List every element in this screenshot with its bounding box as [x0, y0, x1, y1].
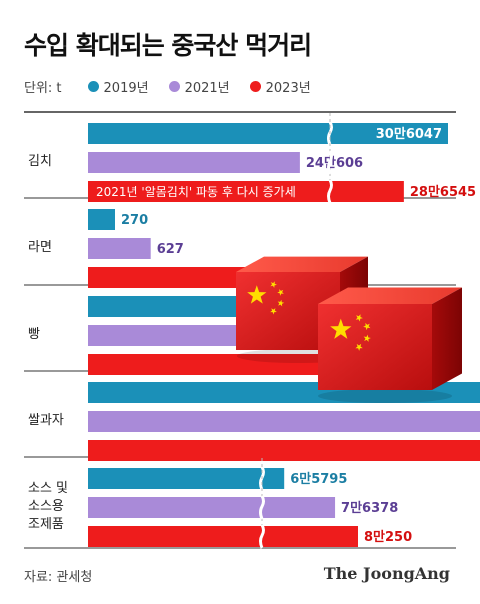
flag-star [277, 289, 284, 296]
page-title: 수입 확대되는 중국산 먹거리 [24, 31, 312, 60]
bar [88, 296, 244, 317]
cube-front [318, 304, 432, 390]
cube-shadow [317, 389, 453, 403]
category-label-line: 빵 [28, 327, 40, 342]
flag-star [355, 314, 363, 322]
bar [88, 411, 480, 432]
data-label: 270 [121, 213, 148, 228]
data-label: 30만6047 [376, 126, 442, 142]
flag-star [330, 318, 352, 339]
axis-break-mark [259, 524, 265, 549]
axis-break-mark [259, 495, 265, 520]
legend: 단위: t 2019년 2021년 2023년 [24, 76, 331, 96]
data-label: 627 [157, 242, 184, 257]
data-label: 7만6378 [341, 500, 398, 516]
legend-item-2019: 2019년 [87, 77, 149, 96]
china-flag-cubes-illustration [236, 256, 462, 403]
category-label-line: 쌀과자 [28, 413, 64, 428]
legend-item-2023: 2023년 [249, 77, 311, 96]
bar [88, 468, 285, 489]
legend-item-2021: 2021년 [168, 77, 230, 96]
flag-star [363, 322, 371, 331]
data-label: 8만250 [364, 529, 412, 545]
flag-star [355, 343, 363, 351]
bar [88, 238, 151, 259]
category-label-line: 조제품 [28, 517, 64, 532]
legend-dot-2021 [168, 80, 180, 92]
category-label: 김치 [28, 154, 52, 169]
legend-dot-2023 [249, 80, 261, 92]
legend-dot-2019 [87, 80, 99, 92]
brand-logo: The JoongAng [323, 564, 450, 583]
flag-star [277, 299, 285, 307]
unit-label: 단위: t [24, 80, 62, 96]
bar [88, 152, 300, 173]
cube-top [236, 256, 368, 272]
bar [88, 440, 480, 461]
source-note: 자료: 관세청 [24, 570, 93, 585]
data-label: 6만5795 [290, 471, 347, 487]
data-label: 28만6545 [410, 184, 476, 200]
bar [88, 209, 115, 230]
bar [88, 123, 448, 144]
data-label: 24만606 [306, 155, 363, 171]
legend-label-2021: 2021년 [184, 80, 230, 96]
bar [88, 325, 282, 346]
bar [88, 181, 404, 202]
flag-star [270, 308, 277, 315]
bar [88, 526, 358, 547]
flag-star [270, 281, 277, 288]
category-label: 라면 [28, 240, 52, 255]
category-label-line: 라면 [28, 240, 52, 255]
china-flag-cube-front [317, 287, 462, 403]
bar [88, 497, 336, 518]
cube-side [432, 287, 462, 390]
axis-break-mark [327, 150, 333, 175]
flag-star [247, 285, 267, 304]
category-label-line: 소스 및 [28, 481, 68, 496]
flag-star [363, 334, 371, 342]
axis-break-mark [327, 179, 333, 204]
category-label: 빵 [28, 327, 40, 342]
annotation-text: 2021년 '알몸김치' 파동 후 다시 증가세 [96, 185, 296, 199]
category-label-line: 소스용 [28, 499, 64, 514]
legend-label-2023: 2023년 [265, 80, 311, 96]
category-label: 쌀과자 [28, 413, 64, 428]
legend-label-2019: 2019년 [103, 80, 149, 96]
cube-top [318, 287, 462, 304]
category-label-line: 김치 [28, 154, 52, 169]
